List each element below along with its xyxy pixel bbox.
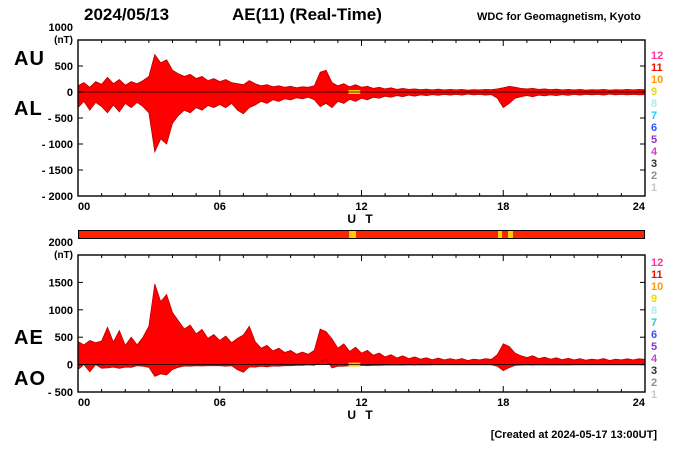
station-count-3: 3 bbox=[651, 365, 658, 377]
y-tick-label: 1500 bbox=[49, 277, 73, 289]
x-axis-label: U T bbox=[347, 408, 375, 422]
x-tick-label: 00 bbox=[78, 201, 90, 213]
x-tick-label: 18 bbox=[497, 201, 509, 213]
x-tick-label: 00 bbox=[78, 397, 90, 409]
station-count-9: 9 bbox=[651, 293, 658, 305]
station-count-8: 8 bbox=[651, 98, 658, 110]
x-tick-label: 06 bbox=[214, 201, 226, 213]
status-segment bbox=[348, 231, 356, 238]
y-tick-label: - 1000 bbox=[42, 139, 73, 151]
station-count-1: 1 bbox=[651, 182, 658, 194]
station-count-4: 4 bbox=[651, 146, 658, 158]
x-tick-label: 24 bbox=[633, 397, 646, 409]
created-timestamp: [Created at 2024-05-17 13:00UT] bbox=[490, 429, 657, 441]
y-tick-label: 1000 bbox=[49, 305, 73, 317]
station-count-12: 12 bbox=[651, 257, 664, 269]
y-tick-label: 500 bbox=[55, 332, 73, 344]
y-tick-label: - 1500 bbox=[42, 165, 73, 177]
ao-axis-label: AO bbox=[14, 368, 46, 390]
x-tick-label: 18 bbox=[497, 397, 509, 409]
y-tick-label: 500 bbox=[55, 61, 73, 73]
station-count-10: 10 bbox=[651, 281, 664, 293]
x-tick-label: 06 bbox=[214, 397, 226, 409]
y-tick-label: - 2000 bbox=[42, 191, 73, 203]
status-segment bbox=[497, 231, 502, 238]
ae-trace bbox=[77, 283, 646, 365]
station-count-7: 7 bbox=[651, 110, 658, 122]
y-tick-label: - 500 bbox=[48, 387, 73, 399]
station-count-2: 2 bbox=[651, 377, 658, 389]
station-count-4: 4 bbox=[651, 353, 658, 365]
station-count-11: 11 bbox=[651, 269, 663, 281]
y-tick-label: 2000 bbox=[49, 237, 73, 249]
station-status-bar bbox=[78, 230, 645, 239]
axis-unit-label: (nT) bbox=[54, 250, 73, 261]
station-count-5: 5 bbox=[651, 341, 658, 353]
axis-unit-label: (nT) bbox=[54, 35, 73, 46]
station-count-11: 11 bbox=[651, 62, 663, 74]
x-tick-label: 12 bbox=[355, 397, 367, 409]
station-count-9: 9 bbox=[651, 86, 658, 98]
x-tick-label: 12 bbox=[355, 201, 367, 213]
y-tick-label: - 500 bbox=[48, 113, 73, 125]
ae-axis-label: AE bbox=[14, 327, 44, 349]
y-tick-label: 1000 bbox=[49, 22, 73, 34]
station-count-legend-bottom: 12 11 10 9 8 7 6 5 4 3 2 1 bbox=[651, 257, 677, 401]
station-count-legend-top: 12 11 10 9 8 7 6 5 4 3 2 1 bbox=[651, 50, 677, 194]
y-tick-label: 0 bbox=[67, 87, 73, 99]
station-count-12: 12 bbox=[651, 50, 664, 62]
au-axis-label: AU bbox=[14, 48, 45, 70]
station-count-2: 2 bbox=[651, 170, 658, 182]
station-count-5: 5 bbox=[651, 134, 658, 146]
plot-title: AE(11) (Real-Time) bbox=[232, 5, 382, 24]
plot-date: 2024/05/13 bbox=[84, 5, 170, 24]
x-tick-label: 24 bbox=[633, 201, 646, 213]
station-count-7: 7 bbox=[651, 317, 658, 329]
station-count-3: 3 bbox=[651, 158, 658, 170]
station-count-10: 10 bbox=[651, 74, 664, 86]
au-trace bbox=[77, 53, 646, 93]
al-axis-label: AL bbox=[14, 98, 43, 120]
station-count-6: 6 bbox=[651, 122, 658, 134]
al-trace bbox=[77, 91, 646, 154]
y-tick-label: 0 bbox=[67, 360, 73, 372]
station-count-6: 6 bbox=[651, 329, 658, 341]
status-segment bbox=[507, 231, 513, 238]
data-source: WDC for Geomagnetism, Kyoto bbox=[477, 11, 641, 23]
x-axis-label: U T bbox=[347, 212, 375, 226]
station-count-8: 8 bbox=[651, 305, 658, 317]
station-count-1: 1 bbox=[651, 389, 658, 401]
